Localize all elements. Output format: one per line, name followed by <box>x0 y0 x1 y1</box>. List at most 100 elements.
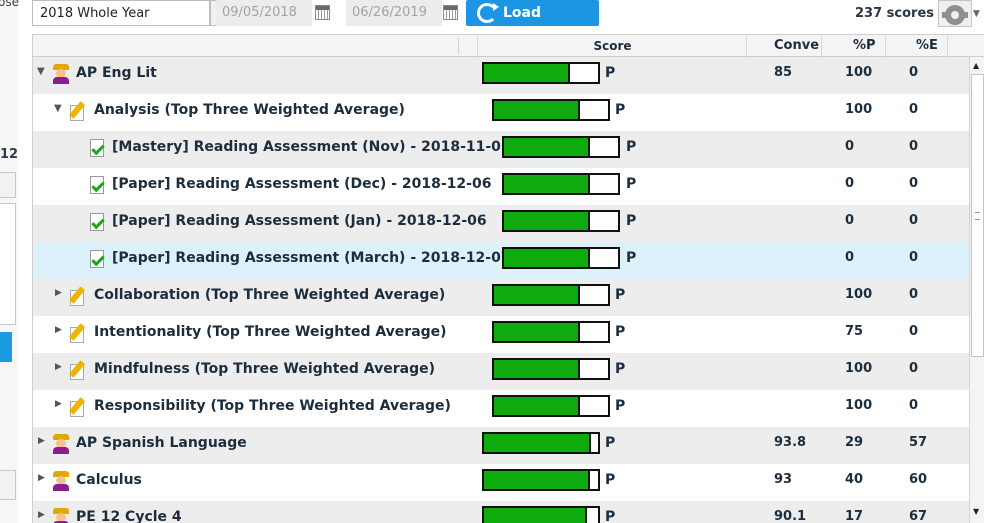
pct-e-value: 57 <box>909 435 928 450</box>
conversion-value: 93.8 <box>774 435 807 450</box>
pct-p-value: 100 <box>845 65 873 80</box>
header-name[interactable] <box>33 35 478 57</box>
score-mark: P <box>605 472 616 488</box>
expand-toggle[interactable]: ▶ <box>55 288 62 298</box>
pct-e-value: 0 <box>909 250 919 265</box>
pct-p-value: 17 <box>845 509 864 523</box>
table-row[interactable]: ▶ AP Spanish Language P 93.8 29 57 <box>33 427 969 464</box>
row-name: [Paper] Reading Assessment (March) - 201… <box>112 250 511 266</box>
score-mark: P <box>605 509 616 523</box>
grid-header: Score Conve %P %E <box>33 35 984 57</box>
table-row[interactable]: ▶ Mindfulness (Top Three Weighted Averag… <box>33 353 969 390</box>
pct-p-value: 100 <box>845 398 873 413</box>
pct-p-value: 100 <box>845 287 873 302</box>
chevron-down-icon[interactable]: ▼ <box>973 9 980 19</box>
expand-toggle[interactable]: ▼ <box>37 66 45 77</box>
pct-p-value: 0 <box>845 250 855 265</box>
vertical-scrollbar[interactable]: ▲ ▼ <box>969 57 984 523</box>
table-row-selected[interactable]: [Paper] Reading Assessment (March) - 201… <box>33 242 969 279</box>
table-row[interactable]: [Mastery] Reading Assessment (Nov) - 201… <box>33 131 969 168</box>
score-mark: P <box>615 287 626 303</box>
expand-toggle[interactable]: ▶ <box>55 362 62 372</box>
table-row[interactable]: ▶ PE 12 Cycle 4 P 90.1 17 67 <box>33 501 969 523</box>
header-score[interactable]: Score <box>479 35 747 57</box>
score-bar <box>482 469 600 491</box>
score-bar <box>502 210 620 232</box>
pct-p-value: 29 <box>845 435 864 450</box>
pct-e-value: 0 <box>909 213 919 228</box>
calendar-icon[interactable] <box>315 5 330 20</box>
score-mark: P <box>615 361 626 377</box>
score-bar <box>482 62 600 84</box>
sidebar-clipped-number: 12 <box>0 147 19 162</box>
pencil-icon <box>68 323 88 343</box>
score-mark: P <box>615 324 626 340</box>
student-icon <box>51 471 71 491</box>
header-pct-e[interactable]: %E <box>886 35 948 57</box>
row-name: Mindfulness (Top Three Weighted Average) <box>94 361 435 377</box>
row-name: Responsibility (Top Three Weighted Avera… <box>94 398 451 414</box>
pencil-icon <box>68 397 88 417</box>
sidebar-button[interactable] <box>0 172 16 198</box>
conversion-value: 90.1 <box>774 509 807 523</box>
row-name: AP Eng Lit <box>76 65 157 81</box>
score-bar <box>492 321 610 343</box>
table-row[interactable]: [Paper] Reading Assessment (Jan) - 2018-… <box>33 205 969 242</box>
expand-toggle[interactable]: ▶ <box>38 510 45 520</box>
conversion-value: 85 <box>774 65 793 80</box>
expand-toggle[interactable]: ▶ <box>55 325 62 335</box>
score-bar <box>482 432 600 454</box>
pct-p-value: 40 <box>845 472 864 487</box>
header-pct-p[interactable]: %P <box>822 35 886 57</box>
table-row[interactable]: ▼ AP Eng Lit P 85 100 0 <box>33 57 969 94</box>
calendar-icon[interactable] <box>443 5 458 20</box>
load-report-button[interactable]: Load Report <box>466 0 599 47</box>
score-mark: P <box>626 139 637 155</box>
settings-button[interactable] <box>938 0 972 27</box>
scrollbar-thumb[interactable] <box>971 74 984 357</box>
table-row[interactable]: ▶ Intentionality (Top Three Weighted Ave… <box>33 316 969 353</box>
pct-e-value: 60 <box>909 472 928 487</box>
score-bar <box>492 99 610 121</box>
table-row[interactable]: ▶ Calculus P 93 40 60 <box>33 464 969 501</box>
pencil-icon <box>68 360 88 380</box>
score-bar <box>502 247 620 269</box>
expand-toggle[interactable]: ▶ <box>38 473 45 483</box>
assessment-check-icon <box>87 175 107 195</box>
row-name: [Paper] Reading Assessment (Dec) - 2018-… <box>112 176 492 192</box>
term-select[interactable]: 2018 Whole Year <box>32 0 210 26</box>
sidebar-action-button[interactable] <box>0 332 12 362</box>
start-date-input[interactable]: 09/05/2018 <box>216 0 312 26</box>
table-row[interactable]: ▶ Responsibility (Top Three Weighted Ave… <box>33 390 969 427</box>
score-count: 237 scores <box>855 6 935 21</box>
table-row[interactable]: ▶ Collaboration (Top Three Weighted Aver… <box>33 279 969 316</box>
sidebar-button-bottom[interactable] <box>0 470 16 500</box>
expand-toggle[interactable]: ▶ <box>38 436 45 446</box>
scroll-up-arrow[interactable]: ▲ <box>973 61 980 70</box>
sidebar-list[interactable] <box>0 203 16 325</box>
expand-toggle[interactable]: ▼ <box>54 103 62 114</box>
scroll-down-arrow[interactable]: ▼ <box>973 507 980 516</box>
assessment-check-icon <box>87 249 107 269</box>
pct-e-value: 0 <box>909 65 919 80</box>
header-conversion[interactable]: Conve <box>747 35 822 57</box>
scores-grid: Score Conve %P %E ▼ AP Eng Lit P 85 100 … <box>32 34 984 523</box>
pct-e-value: 0 <box>909 102 919 117</box>
pct-e-value: 0 <box>909 398 919 413</box>
pct-p-value: 100 <box>845 361 873 376</box>
pct-e-value: 0 <box>909 361 919 376</box>
end-date-input[interactable]: 06/26/2019 <box>346 0 442 26</box>
toolbar: 2018 Whole Year ▼ 09/05/2018 06/26/2019 … <box>32 0 984 47</box>
table-row[interactable]: [Paper] Reading Assessment (Dec) - 2018-… <box>33 168 969 205</box>
expand-toggle[interactable]: ▶ <box>55 399 62 409</box>
pct-p-value: 0 <box>845 176 855 191</box>
pct-p-value: 0 <box>845 213 855 228</box>
table-row[interactable]: ▼ Analysis (Top Three Weighted Average) … <box>33 94 969 131</box>
assessment-check-icon <box>87 212 107 232</box>
score-bar <box>502 173 620 195</box>
pencil-icon <box>68 101 88 121</box>
refresh-icon <box>477 3 499 23</box>
student-icon <box>51 64 71 84</box>
pct-e-value: 67 <box>909 509 928 523</box>
